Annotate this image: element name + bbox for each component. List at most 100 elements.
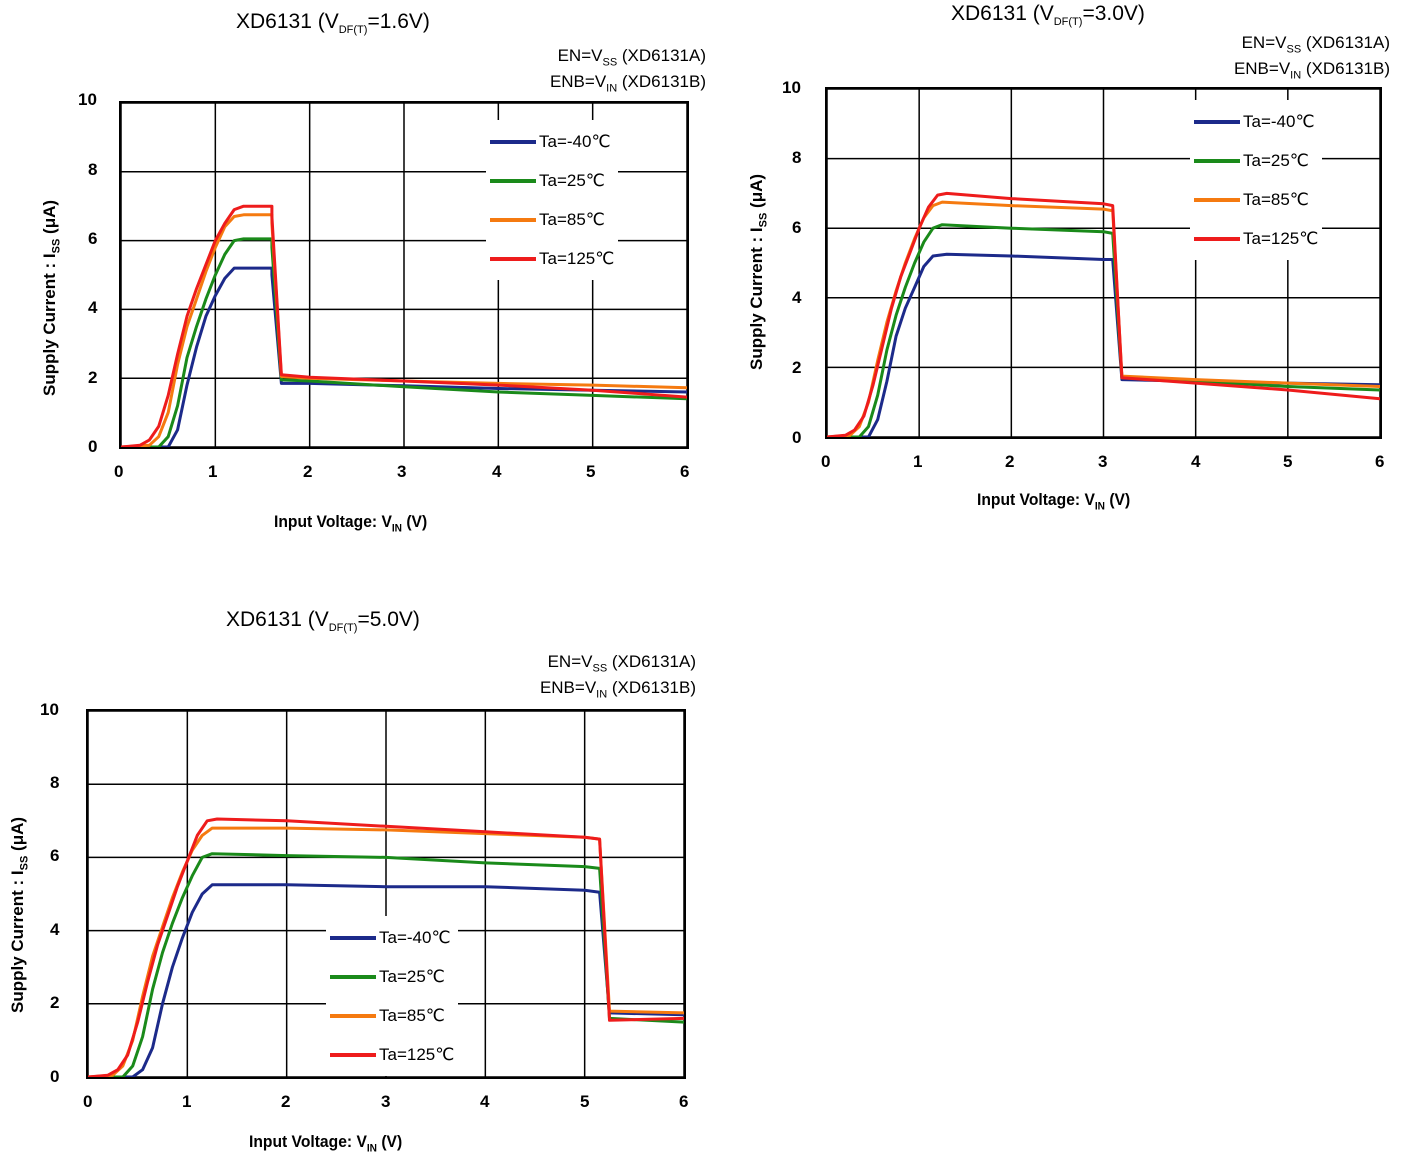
- legend-item: Ta=-40℃: [330, 918, 454, 957]
- y-tick-label: 8: [88, 160, 98, 179]
- legend-swatch: [1194, 236, 1240, 241]
- x-tick-label: 6: [1375, 452, 1385, 471]
- legend-label: Ta=-40℃: [539, 131, 611, 151]
- series-line: [88, 883, 684, 1077]
- x-tick-label: 6: [679, 1092, 689, 1111]
- x-tick-label: 0: [821, 452, 831, 471]
- legend-item: Ta=-40℃: [1194, 102, 1318, 141]
- legend-label: Ta=25℃: [379, 966, 445, 986]
- legend-item: Ta=85℃: [330, 996, 454, 1035]
- legend-label: Ta=125℃: [539, 248, 615, 268]
- legend-label: Ta=85℃: [539, 209, 605, 229]
- legend-item: Ta=25℃: [1194, 141, 1318, 180]
- legend-label: Ta=-40℃: [1243, 111, 1315, 131]
- legend-item: Ta=125℃: [490, 239, 614, 278]
- legend-label: Ta=-40℃: [379, 927, 451, 947]
- y-axis-label: Supply Current : ISS (μA): [747, 173, 770, 370]
- series-line: [121, 237, 687, 447]
- x-tick-label: 1: [208, 462, 218, 481]
- y-tick-label: 0: [50, 1067, 60, 1086]
- legend: Ta=-40℃ Ta=25℃ Ta=85℃ Ta=125℃: [1190, 100, 1323, 260]
- x-axis-label: Input Voltage: VIN (V): [977, 490, 1131, 513]
- legend-swatch: [490, 139, 536, 144]
- y-tick-label: 6: [88, 229, 98, 248]
- legend-swatch: [490, 256, 536, 261]
- legend-label: Ta=25℃: [1243, 150, 1309, 170]
- y-tick-label: 2: [88, 368, 98, 387]
- y-tick-label: 2: [50, 993, 60, 1012]
- legend-swatch: [490, 217, 536, 222]
- legend-label: Ta=85℃: [1243, 189, 1309, 209]
- chart-svg: [88, 711, 684, 1077]
- legend-label: Ta=85℃: [379, 1005, 445, 1025]
- legend-swatch: [330, 974, 376, 979]
- x-tick-label: 2: [281, 1092, 291, 1111]
- legend-item: Ta=125℃: [330, 1035, 454, 1074]
- legend: Ta=-40℃ Ta=25℃ Ta=85℃ Ta=125℃: [486, 120, 619, 280]
- y-tick-label: 0: [792, 428, 802, 447]
- chart-panel-1: XD6131 (VDF(T)=1.6V) EN=VSS (XD6131A) EN…: [0, 0, 720, 560]
- legend-swatch: [1194, 119, 1240, 124]
- legend-label: Ta=125℃: [1243, 228, 1319, 248]
- x-tick-label: 5: [580, 1092, 590, 1111]
- condition-label: EN=VSS (XD6131A) ENB=VIN (XD6131B): [539, 652, 696, 701]
- legend-item: Ta=85℃: [1194, 180, 1318, 219]
- chart-title: XD6131 (VDF(T)=1.6V): [236, 10, 430, 37]
- x-axis-label: Input Voltage: VIN (V): [249, 1132, 403, 1155]
- x-tick-label: 3: [397, 462, 407, 481]
- chart-title: XD6131 (VDF(T)=3.0V): [951, 2, 1145, 29]
- y-tick-label: 8: [792, 148, 802, 167]
- legend-label: Ta=25℃: [539, 170, 605, 190]
- y-tick-label: 10: [78, 90, 97, 109]
- series-line: [88, 817, 684, 1077]
- y-axis-label: Supply Current : ISS (μA): [8, 816, 31, 1013]
- legend-swatch: [1194, 158, 1240, 163]
- legend-label: Ta=125℃: [379, 1044, 455, 1064]
- series-line: [121, 266, 687, 447]
- legend-item: Ta=125℃: [1194, 219, 1318, 258]
- chart-panel-2: XD6131 (VDF(T)=3.0V) EN=VSS (XD6131A) EN…: [720, 0, 1412, 540]
- series-line: [827, 191, 1380, 437]
- chart-panel-3: XD6131 (VDF(T)=5.0V) EN=VSS (XD6131A) EN…: [0, 590, 720, 1160]
- y-tick-label: 4: [792, 288, 802, 307]
- y-tick-label: 0: [88, 437, 98, 456]
- y-tick-label: 6: [792, 218, 802, 237]
- x-tick-label: 2: [1005, 452, 1015, 471]
- condition-label: EN=VSS (XD6131A) ENB=VIN (XD6131B): [1233, 33, 1390, 82]
- y-axis-label: Supply Current : ISS (μA): [40, 199, 63, 396]
- legend-item: Ta=25℃: [330, 957, 454, 996]
- x-tick-label: 5: [586, 462, 596, 481]
- x-tick-label: 4: [1191, 452, 1201, 471]
- x-tick-label: 3: [381, 1092, 391, 1111]
- legend-item: Ta=25℃: [490, 161, 614, 200]
- legend-swatch: [330, 1052, 376, 1057]
- x-tick-label: 5: [1283, 452, 1293, 471]
- x-tick-label: 0: [83, 1092, 93, 1111]
- condition-label: EN=VSS (XD6131A) ENB=VIN (XD6131B): [549, 46, 706, 95]
- x-axis-label: Input Voltage: VIN (V): [274, 512, 428, 535]
- y-tick-label: 2: [792, 358, 802, 377]
- x-tick-label: 1: [913, 452, 923, 471]
- x-tick-label: 0: [114, 462, 124, 481]
- chart-title: XD6131 (VDF(T)=5.0V): [226, 608, 420, 635]
- legend-swatch: [1194, 197, 1240, 202]
- x-tick-label: 3: [1098, 452, 1108, 471]
- series-line: [121, 204, 687, 447]
- x-tick-label: 6: [680, 462, 690, 481]
- x-tick-label: 2: [303, 462, 313, 481]
- x-tick-label: 1: [182, 1092, 192, 1111]
- legend-swatch: [330, 935, 376, 940]
- legend-swatch: [490, 178, 536, 183]
- chart-svg: [121, 103, 687, 447]
- y-tick-label: 8: [50, 773, 60, 792]
- y-tick-label: 6: [50, 846, 60, 865]
- y-tick-label: 4: [88, 298, 98, 317]
- legend-item: Ta=-40℃: [490, 122, 614, 161]
- y-tick-label: 4: [50, 920, 60, 939]
- x-tick-label: 4: [492, 462, 502, 481]
- legend-swatch: [330, 1013, 376, 1018]
- y-tick-label: 10: [40, 700, 59, 719]
- legend: Ta=-40℃ Ta=25℃ Ta=85℃ Ta=125℃: [326, 916, 459, 1076]
- series-line: [88, 852, 684, 1077]
- x-tick-label: 4: [480, 1092, 490, 1111]
